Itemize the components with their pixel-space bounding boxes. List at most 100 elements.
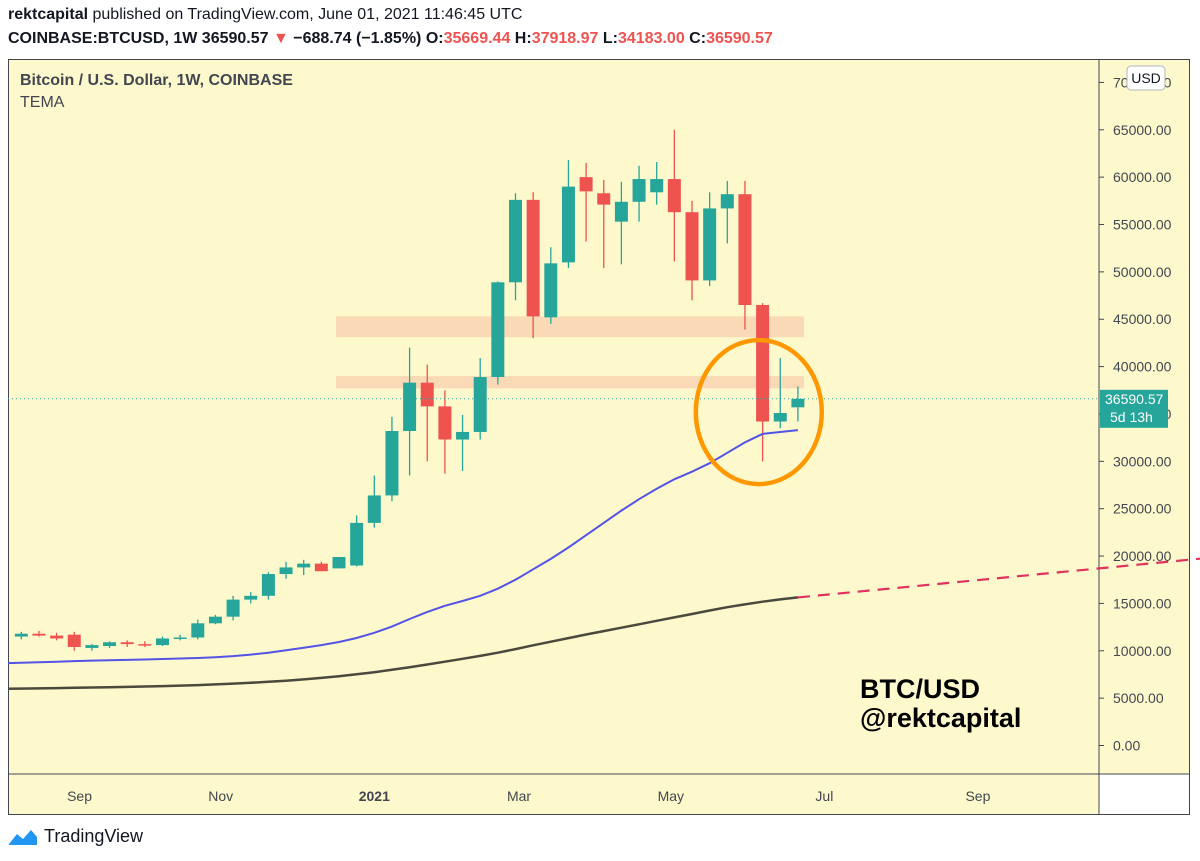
y-tick-label: 15000.00: [1113, 595, 1172, 611]
candle-body: [791, 398, 805, 408]
candle-body: [420, 382, 434, 407]
tema-line: [7, 429, 799, 665]
y-tick-label: 0.00: [1113, 738, 1140, 754]
tradingview-logo[interactable]: TradingView: [8, 826, 143, 847]
y-tick-label: 55000.00: [1113, 217, 1172, 233]
candle-body: [261, 574, 275, 596]
down-arrow-icon: ▼: [272, 30, 289, 47]
high-label: H:: [514, 30, 532, 47]
time-axis[interactable]: [8, 774, 1099, 814]
candle-body: [650, 179, 664, 193]
x-tick-label: Sep: [965, 788, 990, 804]
low-value: 34183.00: [617, 30, 685, 47]
candle-body: [226, 599, 240, 617]
currency-button[interactable]: [1126, 65, 1166, 91]
low-label: L:: [602, 30, 618, 47]
chart-frame: [8, 59, 1190, 815]
candle-body: [156, 638, 169, 646]
candle-body: [526, 199, 540, 317]
x-tick-label: May: [658, 788, 684, 804]
x-tick-label: Sep: [67, 788, 92, 804]
x-tick-label: Mar: [507, 788, 531, 804]
candle-body: [685, 212, 699, 281]
resistance-zone: [336, 316, 804, 338]
tradingview-wordmark: TradingView: [44, 826, 144, 846]
candle-body: [244, 595, 258, 600]
candle-body: [279, 567, 293, 575]
ohlc-line: COINBASE:BTCUSD, 1W 36590.57 ▼ −688.74 (…: [8, 30, 773, 48]
annotation-circle: [693, 337, 825, 487]
candle-body: [561, 186, 575, 263]
y-tick-label: 60000.00: [1113, 169, 1172, 185]
last-price-badge-value: 36590.57: [1105, 391, 1164, 407]
watermark-handle: @rektcapital: [860, 703, 1021, 733]
close-label: C:: [689, 30, 707, 47]
y-tick-label: 40000.00: [1113, 359, 1172, 375]
x-tick-label: 2021: [359, 788, 390, 804]
candle-body: [720, 194, 734, 209]
projection-line: [797, 557, 1200, 599]
sma-line: [7, 596, 799, 690]
candle-body: [208, 616, 222, 624]
price-change: −688.74 (−1.85%): [293, 30, 422, 47]
candle-body: [332, 556, 346, 569]
last-price-badge: 36590.57 5d 13h: [1100, 389, 1168, 428]
candle-body: [579, 177, 593, 192]
candle-body: [138, 644, 152, 646]
candle-body: [120, 642, 134, 645]
publish-info: published on TradingView.com, June 01, 2…: [92, 6, 523, 23]
publisher-name[interactable]: rektcapital: [8, 6, 89, 23]
x-tick-label: Nov: [208, 788, 233, 804]
candle-body: [773, 413, 787, 422]
candle-body: [350, 522, 364, 566]
tradingview-icon: [9, 829, 37, 845]
x-tick-label: Jul: [815, 788, 833, 804]
currency-label: USD: [1131, 70, 1161, 86]
last-price: 36590.57: [201, 30, 269, 47]
open-value: 35669.44: [443, 30, 511, 47]
candle-body: [667, 179, 681, 213]
candle-body: [50, 635, 64, 639]
candle-body: [67, 634, 81, 647]
y-tick-label: 5000.00: [1113, 690, 1164, 706]
y-tick-label: 20000.00: [1113, 548, 1172, 564]
indicator-label[interactable]: TEMA: [20, 94, 65, 111]
y-tick-label: 65000.00: [1113, 122, 1172, 138]
open-label: O:: [425, 30, 444, 47]
candle-body: [544, 263, 558, 318]
candle-body: [703, 208, 717, 281]
resistance-zone: [336, 376, 804, 389]
y-tick-label: 25000.00: [1113, 501, 1172, 517]
y-tick-label: 30000.00: [1113, 453, 1172, 469]
y-tick-label: 50000.00: [1113, 264, 1172, 280]
candle-body: [456, 431, 470, 440]
candle-body: [191, 623, 205, 638]
symbol-label: COINBASE:BTCUSD, 1W: [8, 30, 198, 47]
candle-body: [297, 563, 311, 568]
candle-body: [438, 406, 452, 440]
candle-body: [597, 193, 611, 205]
candle-body: [14, 633, 28, 637]
candle-body: [103, 642, 117, 647]
candle-body: [491, 282, 505, 378]
candle-body: [314, 563, 328, 572]
candle-body: [385, 431, 399, 496]
high-value: 37918.97: [531, 30, 599, 47]
candle-body: [85, 645, 99, 648]
candle-body: [173, 637, 187, 640]
publish-line: rektcapital published on TradingView.com…: [8, 6, 522, 24]
candle-body: [632, 179, 646, 202]
candle-body: [756, 305, 770, 422]
candle-body: [32, 633, 46, 636]
watermark-pair: BTC/USD: [860, 674, 980, 704]
countdown-badge: 5d 13h: [1110, 409, 1153, 425]
candle-body: [367, 495, 381, 523]
candle-body: [403, 382, 417, 432]
candle-body: [509, 199, 522, 283]
y-tick-label: 10000.00: [1113, 643, 1172, 659]
close-value: 36590.57: [706, 30, 773, 47]
candle-body: [473, 377, 487, 432]
candle-body: [614, 201, 628, 222]
plot-area[interactable]: [8, 59, 1099, 774]
